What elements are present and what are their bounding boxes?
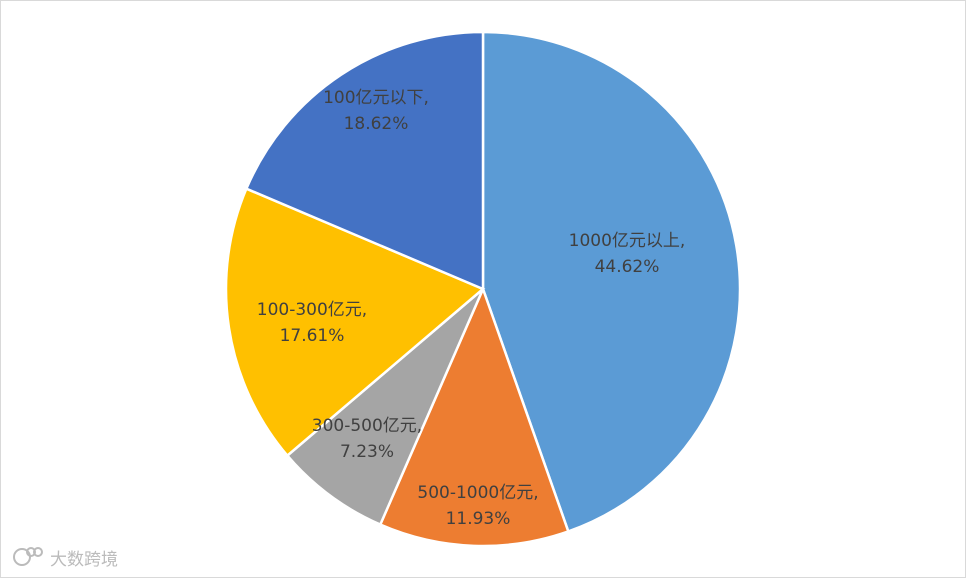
value-label: 18.62% xyxy=(344,114,409,134)
value-label: 44.62% xyxy=(595,257,660,277)
pie-slice xyxy=(224,187,486,458)
value-label: 11.93% xyxy=(446,509,511,529)
category-label: 300-500亿元, xyxy=(312,416,422,436)
category-label: 1000亿元以上, xyxy=(569,231,686,251)
pie-slice xyxy=(378,285,570,548)
value-label: 7.23% xyxy=(340,442,394,462)
pie xyxy=(224,30,742,548)
data-labels: 1000亿元以上, 44.62% 500-1000亿元, 11.93% 300-500亿… xyxy=(257,88,686,529)
pie-slice xyxy=(244,30,485,291)
category-label: 100-300亿元, xyxy=(257,300,367,320)
watermark-icon xyxy=(13,547,43,566)
watermark: 大数跨境 xyxy=(50,550,118,570)
category-label: 100亿元以下, xyxy=(323,88,429,108)
pie-slice xyxy=(285,288,485,527)
category-label: 500-1000亿元, xyxy=(417,483,538,503)
value-label: 17.61% xyxy=(280,326,345,346)
pie-slice xyxy=(481,30,742,534)
